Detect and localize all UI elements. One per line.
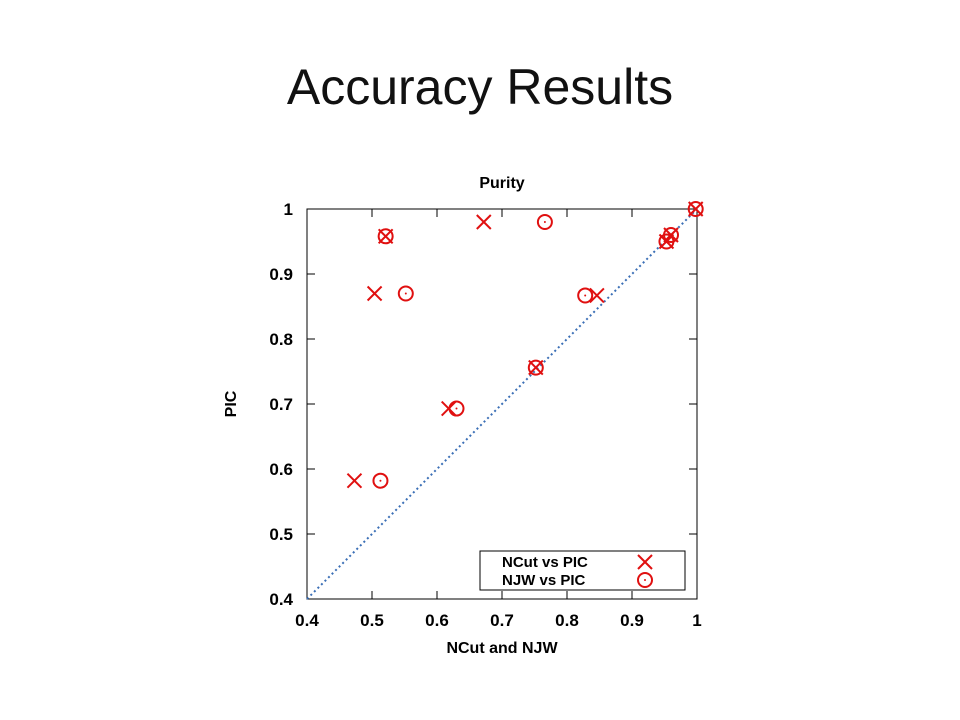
data-point-ncut: [346, 472, 363, 489]
data-point-njw: [536, 214, 553, 230]
data-point-njw: [397, 285, 414, 302]
legend-label: NJW vs PIC: [502, 572, 586, 589]
legend-marker-circle: [637, 572, 653, 588]
legend-label: NCut vs PIC: [502, 554, 588, 571]
y-tick-label: 0.9: [269, 265, 293, 284]
y-tick-label: 0.4: [269, 590, 293, 609]
data-point-ncut: [366, 285, 383, 302]
x-tick-label: 0.5: [360, 611, 384, 630]
x-tick-label: 0.4: [295, 611, 319, 630]
slide-title: Accuracy Results: [286, 59, 674, 115]
data-point-njw: [527, 359, 544, 376]
y-axis-label: PIC: [223, 390, 240, 417]
data-point-ncut: [589, 287, 605, 304]
x-tick-label: 0.8: [555, 611, 579, 630]
y-tick-label: 0.8: [269, 330, 293, 349]
data-point-njw: [577, 287, 594, 304]
diagonal-reference-line: [306, 208, 698, 600]
data-point-njw: [663, 227, 679, 243]
legend-marker-x: [637, 554, 653, 570]
x-tick-label: 1: [692, 611, 701, 630]
data-point-ncut: [476, 214, 492, 230]
data-point-njw: [372, 472, 389, 489]
y-tick-label: 1: [284, 200, 293, 219]
x-axis-label: NCut and NJW: [446, 640, 558, 657]
x-tick-label: 0.7: [490, 611, 514, 630]
x-tick-label: 0.6: [425, 611, 449, 630]
data-point-njw: [377, 228, 394, 245]
y-tick-label: 0.6: [269, 460, 293, 479]
x-tick-label: 0.9: [620, 611, 644, 630]
y-tick-label: 0.5: [269, 525, 293, 544]
chart-title: Purity: [479, 175, 524, 192]
data-point-njw: [448, 400, 465, 417]
data-point-njw: [687, 201, 704, 217]
y-tick-label: 0.7: [269, 395, 293, 414]
